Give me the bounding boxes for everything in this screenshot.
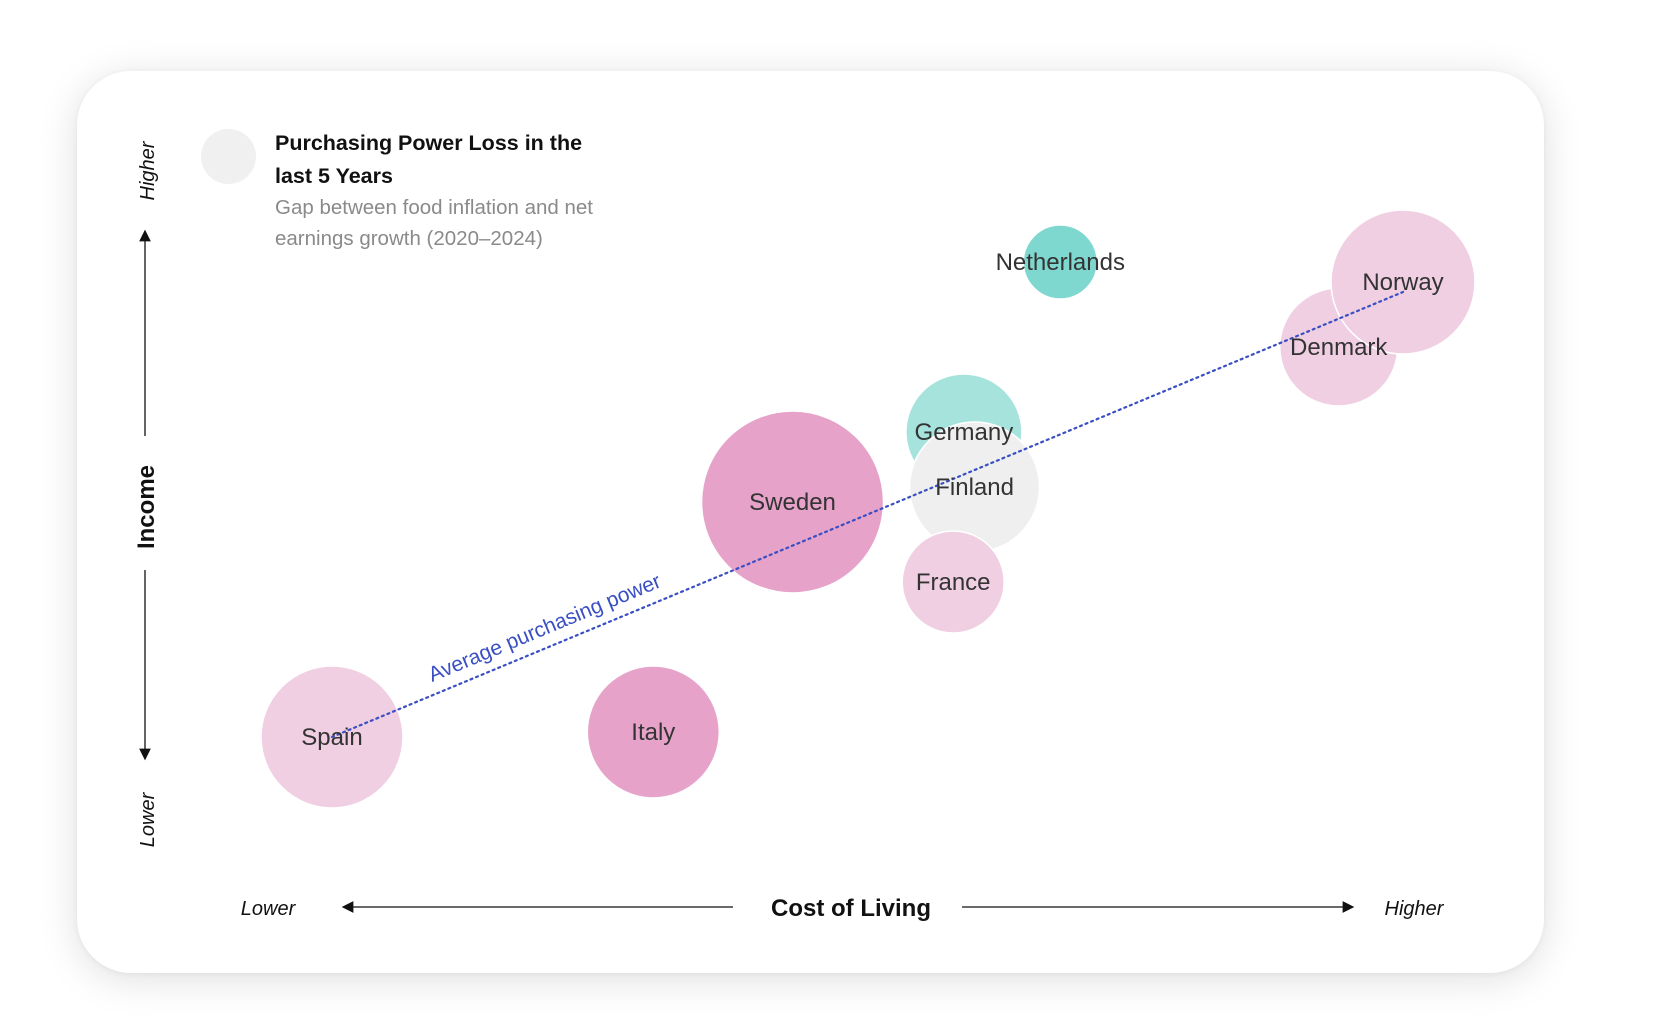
bubble-label-germany: Germany bbox=[915, 419, 1014, 446]
bubble-label-spain: Spain bbox=[301, 724, 362, 751]
bubble-layer bbox=[260, 209, 1476, 809]
x-axis-title: Cost of Living bbox=[771, 895, 931, 922]
bubble-norway bbox=[1330, 209, 1476, 355]
bubble-label-netherlands: Netherlands bbox=[996, 249, 1125, 276]
bubble-netherlands bbox=[1022, 224, 1099, 300]
trendline-label: Average purchasing power bbox=[425, 570, 664, 687]
x-axis-high-label: Higher bbox=[1385, 898, 1445, 920]
trendline bbox=[330, 290, 1405, 739]
bubble-label-layer: Spain Italy Sweden Germany Finland France Neth… bbox=[301, 249, 1443, 751]
bubble-label-italy: Italy bbox=[631, 719, 675, 746]
x-axis-low-label: Lower bbox=[241, 898, 297, 920]
bubble-sweden bbox=[700, 410, 885, 594]
bubble-label-finland: Finland bbox=[935, 474, 1014, 501]
bubble-label-denmark: Denmark bbox=[1290, 334, 1388, 361]
y-axis-low-label: Lower bbox=[137, 791, 159, 847]
bubble-label-sweden: Sweden bbox=[749, 489, 836, 516]
legend-swatch bbox=[201, 129, 256, 184]
legend-subtitle: Gap between food inflation and net earni… bbox=[275, 196, 593, 250]
y-axis-title: Income bbox=[133, 465, 160, 549]
bubble-label-france: France bbox=[916, 569, 991, 596]
legend-title: Purchasing Power Loss in the last 5 Year… bbox=[275, 131, 583, 188]
bubble-france bbox=[901, 530, 1005, 634]
bubble-label-norway: Norway bbox=[1362, 269, 1443, 296]
y-axis-high-label: Higher bbox=[137, 140, 159, 200]
bubble-italy bbox=[586, 665, 721, 799]
